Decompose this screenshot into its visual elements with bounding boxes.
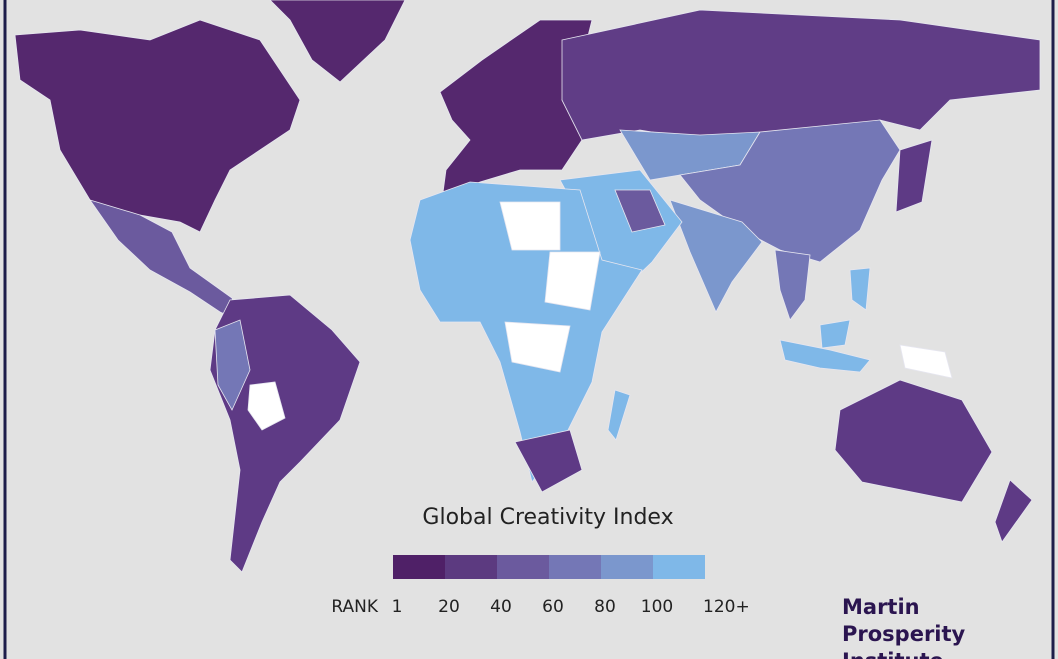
credit: Prosperity: [842, 622, 966, 646]
legend-title: Global Creativity Index: [422, 505, 673, 530]
borneo: [819, 319, 851, 349]
legend-swatch: [445, 555, 497, 579]
credit: Martin: [842, 595, 920, 619]
india: [669, 199, 763, 313]
philippines: [849, 267, 871, 311]
central-africa: [504, 321, 571, 373]
legend-swatch: [497, 555, 549, 579]
legend-tick: 1: [392, 597, 403, 617]
countries: [14, 0, 1041, 573]
peru: [214, 319, 251, 411]
indonesia: [779, 339, 871, 373]
legend-tick: 100: [641, 597, 673, 617]
sudan: [544, 251, 601, 311]
papua: [899, 344, 953, 379]
legend-tick: 80: [594, 597, 616, 617]
new-zealand: [994, 479, 1033, 543]
iran: [614, 189, 666, 233]
legend-swatch: [549, 555, 601, 579]
credit: Institute: [842, 649, 944, 659]
legend-tick: 40: [490, 597, 512, 617]
bolivia: [247, 381, 286, 431]
south-africa: [514, 429, 583, 493]
greenland: [269, 0, 406, 83]
legend-tick: 20: [438, 597, 460, 617]
legend-swatch: [653, 555, 705, 579]
legend-swatch: [601, 555, 653, 579]
libya: [499, 201, 561, 251]
madagascar: [607, 389, 631, 441]
japan: [895, 139, 933, 213]
legend-tick: 60: [542, 597, 564, 617]
legend-swatch: [393, 555, 445, 579]
legend-tick: 120+: [703, 597, 750, 617]
europe: [439, 19, 593, 201]
legend: RANK 1 20 40 60 80 100 120+: [331, 555, 750, 617]
southeast-asia: [774, 249, 811, 321]
australia: [834, 379, 993, 503]
legend-label: RANK: [331, 597, 378, 617]
north-america: [14, 19, 301, 233]
